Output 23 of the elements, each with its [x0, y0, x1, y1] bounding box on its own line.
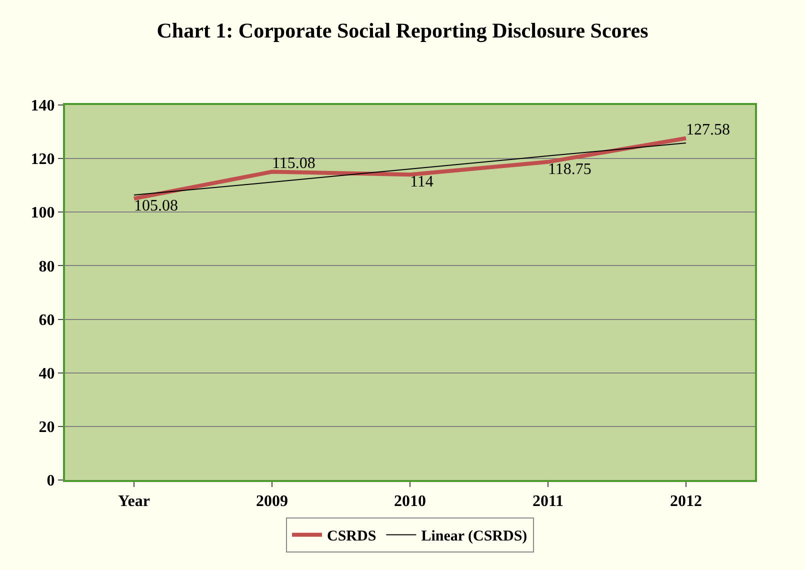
- x-tick-label: 2012: [670, 493, 702, 510]
- x-tick-label: 2009: [256, 493, 288, 510]
- line-series: [132, 136, 688, 201]
- y-tick-label: 20: [38, 419, 55, 436]
- x-tick-label: 2010: [394, 493, 426, 510]
- y-tick-label: 140: [30, 98, 55, 115]
- data-label: 127.58: [686, 121, 730, 138]
- chart-title: Chart 1: Corporate Social Reporting Disclosure Scores: [156, 18, 648, 42]
- x-tick-label: 2011: [532, 493, 564, 510]
- data-label: 115.08: [272, 154, 316, 172]
- y-tick-label: 0: [46, 472, 55, 490]
- legend-label: CSRDS: [327, 528, 376, 545]
- data-label: 118.75: [548, 160, 592, 178]
- y-tick-label: 120: [30, 151, 55, 168]
- y-tick-label: 100: [30, 204, 55, 222]
- y-tick-label: 80: [38, 258, 55, 276]
- x-tick-label: Year: [118, 493, 150, 510]
- line-series: [134, 142, 686, 196]
- legend-label: Linear (CSRDS): [421, 528, 528, 545]
- y-tick-label: 60: [38, 312, 55, 329]
- data-label: 105.08: [134, 198, 178, 215]
- y-tick-label: 40: [38, 365, 55, 382]
- data-label: 114: [410, 174, 434, 191]
